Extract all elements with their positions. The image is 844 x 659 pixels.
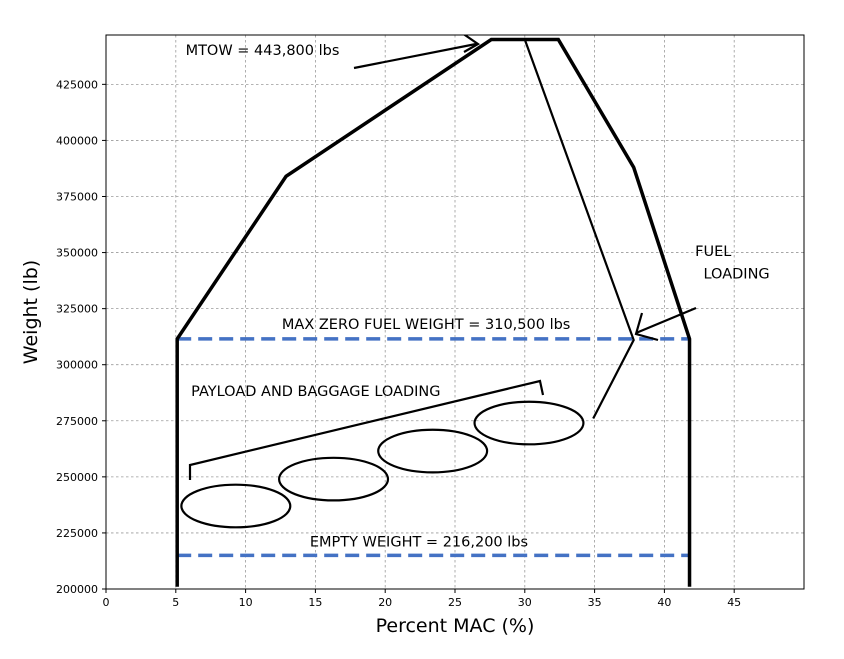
mtow-arrow-head xyxy=(462,35,481,53)
y-tick-label: 400000 xyxy=(56,134,98,147)
x-tick-label: 5 xyxy=(172,596,179,609)
loading-ellipse xyxy=(377,428,489,474)
annotation-arrows xyxy=(188,35,697,480)
loading-ellipse xyxy=(473,400,585,446)
y-tick-label: 300000 xyxy=(56,359,98,372)
fuel-loading-line xyxy=(523,39,635,420)
y-axis-ticks: 200000 225000 250000 275000 300000 325000 3500… xyxy=(56,78,106,596)
plot-frame xyxy=(105,34,805,590)
loading-ellipse xyxy=(278,456,390,502)
annotation-text: MTOW = 443,800 lbs xyxy=(186,43,340,59)
loading-ellipses xyxy=(180,400,585,529)
x-tick-label: 30 xyxy=(518,596,532,609)
reference-lines xyxy=(177,337,690,558)
y-tick-label: 350000 xyxy=(56,247,98,260)
payload-bracket xyxy=(188,379,545,480)
y-tick-label: 425000 xyxy=(56,78,98,91)
y-tick-label: 200000 xyxy=(56,583,98,596)
mtow-arrow-shaft xyxy=(353,42,477,70)
annotation-text: FUEL xyxy=(695,244,731,260)
x-axis-label: Percent MAC (%) xyxy=(376,615,535,637)
annotation-text: LOADING xyxy=(703,266,769,282)
y-tick-label: 375000 xyxy=(56,190,98,203)
annotation-text: EMPTY WEIGHT = 216,200 lbs xyxy=(310,534,528,550)
y-tick-label: 250000 xyxy=(56,471,98,484)
x-axis-ticks: 0 5 10 15 20 25 30 35 40 45 xyxy=(103,589,741,609)
annotations: MTOW = 443,800 lbs FUEL LOADING MAX ZERO FU… xyxy=(186,43,770,550)
annotation-text: MAX ZERO FUEL WEIGHT = 310,500 lbs xyxy=(282,317,570,333)
loading-ellipse xyxy=(180,483,292,529)
y-tick-label: 325000 xyxy=(56,303,98,316)
x-tick-label: 15 xyxy=(308,596,322,609)
x-tick-label: 10 xyxy=(239,596,253,609)
y-tick-label: 275000 xyxy=(56,415,98,428)
x-tick-label: 40 xyxy=(657,596,671,609)
fuel-arrow-head xyxy=(634,312,659,342)
x-tick-label: 45 xyxy=(727,596,741,609)
fuel-arrow-shaft xyxy=(635,306,697,335)
fuel-loading xyxy=(523,39,635,420)
x-tick-label: 0 xyxy=(103,596,110,609)
x-tick-label: 35 xyxy=(588,596,602,609)
x-tick-label: 25 xyxy=(448,596,462,609)
annotation-text: PAYLOAD AND BAGGAGE LOADING xyxy=(191,384,440,400)
x-tick-label: 20 xyxy=(378,596,392,609)
y-tick-label: 225000 xyxy=(56,527,98,540)
y-axis-label: Weight (lb) xyxy=(20,260,42,364)
